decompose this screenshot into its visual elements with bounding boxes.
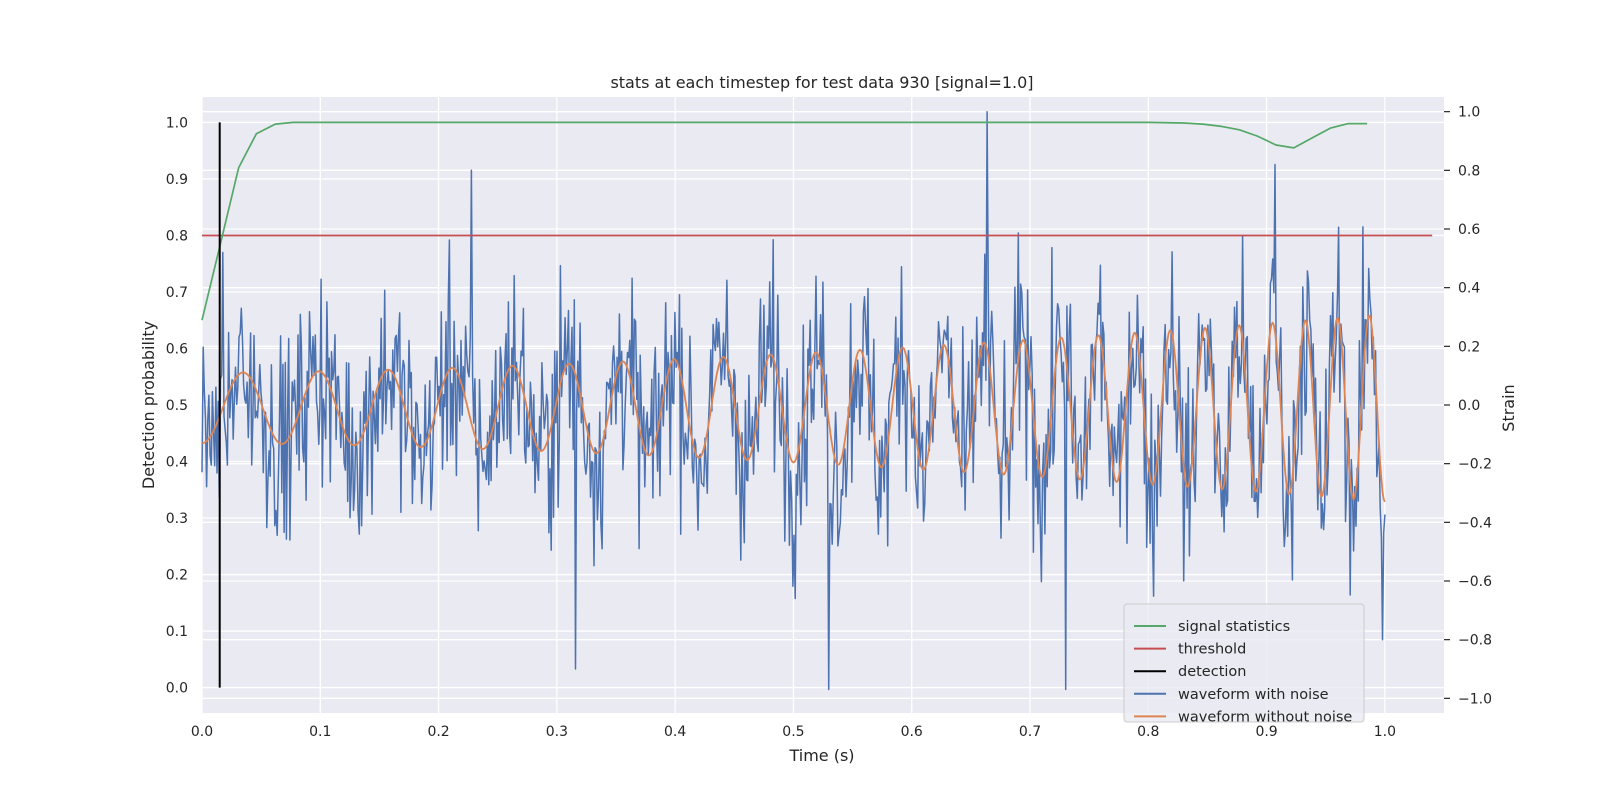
series-signal-statistics [201, 121, 1368, 321]
y-tick-label: 0.4 [166, 455, 188, 471]
legend-label: detection [1178, 664, 1246, 680]
legend-label: threshold [1178, 642, 1246, 658]
y-tick-label: 0.8 [166, 228, 188, 244]
x-tick-label: 0.7 [1019, 724, 1041, 740]
y2-tick-label: 0.8 [1458, 163, 1480, 179]
y-tick-label: 0.5 [166, 398, 188, 414]
y-axis-label: Detection probability [139, 321, 158, 489]
legend-label: signal statistics [1178, 619, 1290, 635]
series-waveform-with-noise [201, 110, 1386, 691]
y2-tick-label: 0.4 [1458, 281, 1480, 297]
legend-label: waveform with noise [1178, 687, 1329, 703]
y-tick-label: 1.0 [166, 115, 188, 131]
y-tick-label: 0.0 [166, 681, 188, 697]
x-tick-label: 1.0 [1374, 724, 1396, 740]
y-tick-label: 0.2 [166, 568, 188, 584]
y-tick-label: 0.3 [166, 511, 188, 527]
x-tick-label: 0.4 [664, 724, 686, 740]
series-waveform-without-noise [201, 315, 1386, 503]
x-tick-label: 0.1 [309, 724, 331, 740]
y-tick-label: 0.1 [166, 624, 188, 640]
x-tick-label: 0.5 [782, 724, 804, 740]
y2-tick-label: −1.0 [1458, 691, 1492, 707]
y-tick-label: 0.7 [166, 285, 188, 301]
x-tick-label: 0.3 [546, 724, 568, 740]
legend: signal statistics threshold detection wavef… [1123, 603, 1365, 725]
y2-tick-label: −0.6 [1458, 574, 1492, 590]
x-tick-label: 0.6 [901, 724, 923, 740]
y2-tick-label: −0.4 [1458, 515, 1492, 531]
y2-tick-label: −0.8 [1458, 633, 1492, 649]
legend-label: waveform without noise [1178, 709, 1352, 725]
legend-box [1123, 603, 1365, 723]
y2-axis-label: Strain [1499, 384, 1518, 431]
chart-title: stats at each timestep for test data 930… [610, 73, 1033, 92]
y-tick-label: 0.6 [166, 341, 188, 357]
x-tick-label: 0.0 [191, 724, 213, 740]
y2-tick-label: 0.2 [1458, 339, 1480, 355]
y2-tick-label: 0.0 [1458, 398, 1480, 414]
y-tick-label: 0.9 [166, 172, 188, 188]
y2-tick-label: −0.2 [1458, 457, 1492, 473]
x-tick-label: 0.8 [1137, 724, 1159, 740]
axes: 0.0 0.1 0.2 0.3 0.4 0.5 0.6 0.7 0.8 0.9 1.0 0.0 0.1 0… [166, 105, 1492, 740]
x-tick-label: 0.9 [1255, 724, 1277, 740]
x-tick-label: 0.2 [427, 724, 449, 740]
x-axis-label: Time (s) [788, 746, 854, 765]
y2-tick-label: 0.6 [1458, 222, 1480, 238]
y2-tick-label: 1.0 [1458, 105, 1480, 121]
series-layer [201, 110, 1433, 691]
